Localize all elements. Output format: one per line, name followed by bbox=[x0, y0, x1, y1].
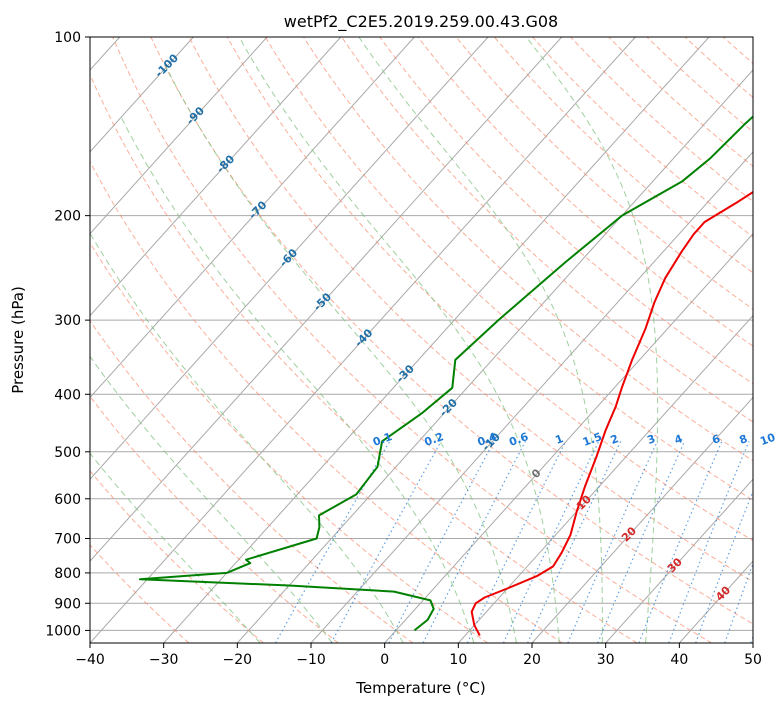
mixing-ratio-label: 6 bbox=[710, 432, 722, 447]
mixing-ratio-label: 10 bbox=[758, 431, 775, 449]
isotherm-line bbox=[163, 37, 710, 643]
dewpoint-line bbox=[139, 115, 753, 632]
isotherm-line bbox=[531, 396, 753, 643]
dry-adiabat-line bbox=[90, 241, 488, 643]
mixing-ratio-label: 0.6 bbox=[507, 430, 530, 449]
x-tick-label: 10 bbox=[449, 652, 467, 668]
mixing-ratio-label: 8 bbox=[738, 432, 750, 447]
mixing-ratio-line bbox=[668, 441, 750, 643]
chart-title: wetPf2_C2E5.2019.259.00.43.G08 bbox=[284, 12, 558, 32]
x-tick-label: −40 bbox=[75, 652, 105, 668]
isotherm-line bbox=[605, 478, 753, 643]
isotherm-line bbox=[384, 232, 753, 643]
x-tick-label: 20 bbox=[523, 652, 541, 668]
dry-adiabat-line bbox=[226, 37, 753, 542]
mixing-ratio-line bbox=[388, 441, 495, 643]
isotherm-line bbox=[90, 37, 194, 153]
dry-adiabat-line bbox=[188, 37, 753, 583]
moist-adiabat-line bbox=[525, 37, 659, 643]
isotherm-line bbox=[236, 69, 753, 643]
x-tick-label: −20 bbox=[223, 652, 253, 668]
y-axis: 100 200 300 400 500 600 700 800 900 1000 bbox=[45, 30, 90, 639]
dry-adiabat-line bbox=[417, 37, 753, 347]
dry-adiabat-line bbox=[90, 73, 638, 643]
mixing-ratio-label: 1 bbox=[553, 432, 565, 447]
mixing-ratio-label: 0.4 bbox=[476, 430, 499, 449]
mixing-ratio-label: 0.1 bbox=[371, 430, 394, 449]
plot-frame bbox=[89, 36, 754, 644]
mixing-ratio-label: 3 bbox=[646, 432, 658, 447]
isotherm-line bbox=[90, 37, 268, 235]
x-tick-label: −30 bbox=[149, 652, 179, 668]
isotherm-line bbox=[90, 37, 563, 562]
x-tick-label: 0 bbox=[380, 652, 389, 668]
isotherm-line bbox=[90, 37, 636, 643]
dry-adiabat-line bbox=[90, 470, 264, 643]
mixing-ratio-line bbox=[466, 441, 567, 643]
y-tick-label: 300 bbox=[54, 313, 81, 329]
dry-adiabat-line bbox=[303, 37, 753, 462]
moist-adiabat-line bbox=[90, 355, 333, 643]
mixing-ratio-line bbox=[422, 441, 526, 643]
y-axis-title: Pressure (hPa) bbox=[9, 286, 27, 394]
y-tick-label: 500 bbox=[54, 445, 81, 461]
y-tick-label: 400 bbox=[54, 387, 81, 403]
dry-adiabat-line bbox=[493, 37, 753, 274]
mixing-ratio-label: 0.2 bbox=[423, 430, 446, 449]
mixing-ratio-line bbox=[527, 441, 622, 643]
y-tick-label: 100 bbox=[54, 30, 81, 46]
dry-adiabat-line bbox=[112, 37, 712, 643]
temperature-line bbox=[470, 190, 753, 636]
dry-adiabat-line bbox=[379, 37, 753, 385]
dry-adiabat-line bbox=[90, 395, 339, 643]
moist-adiabat-line bbox=[90, 232, 404, 643]
isotherm-line bbox=[90, 37, 415, 399]
moist-adiabat-line bbox=[120, 116, 475, 643]
x-axis-title: Temperature (°C) bbox=[355, 679, 485, 697]
x-tick-label: 50 bbox=[744, 652, 762, 668]
mixing-ratio-line bbox=[638, 441, 723, 643]
profile-lines bbox=[139, 115, 753, 636]
isotherm-line bbox=[90, 37, 342, 317]
y-tick-label: 1000 bbox=[45, 623, 81, 639]
moist-adiabat-line bbox=[238, 37, 560, 643]
moist-adiabat-line bbox=[358, 37, 603, 643]
isotherm-line bbox=[90, 37, 489, 481]
mixing-ratio-line bbox=[567, 441, 658, 643]
y-tick-label: 200 bbox=[54, 209, 81, 225]
isotherm-line bbox=[457, 314, 753, 643]
background-lines bbox=[90, 37, 753, 643]
mixing-ratio-label: 2 bbox=[609, 432, 621, 447]
mixing-ratio-label: 4 bbox=[673, 432, 685, 447]
mixing-ratio-line bbox=[750, 634, 753, 643]
y-tick-label: 800 bbox=[54, 566, 81, 582]
isotherm-line bbox=[752, 642, 753, 643]
dry-adiabat-line bbox=[264, 37, 753, 501]
dry-adiabat-line bbox=[90, 160, 563, 643]
x-axis: −40 −30 −20 −10 0 10 20 30 40 50 bbox=[75, 643, 762, 668]
plot-area bbox=[90, 37, 753, 643]
mixing-ratio-label: 1.5 bbox=[581, 430, 604, 449]
y-tick-label: 900 bbox=[54, 596, 81, 612]
x-tick-label: 40 bbox=[670, 652, 688, 668]
mixing-ratio-line bbox=[502, 441, 600, 643]
y-tick-label: 700 bbox=[54, 532, 81, 548]
x-tick-label: −10 bbox=[296, 652, 326, 668]
dry-adiabat-line bbox=[570, 37, 753, 202]
x-tick-label: 30 bbox=[597, 652, 615, 668]
dry-adiabat-line bbox=[90, 319, 414, 643]
y-tick-label: 600 bbox=[54, 492, 81, 508]
moist-adiabat-line bbox=[163, 63, 517, 643]
mixing-ratio-line bbox=[597, 441, 686, 643]
